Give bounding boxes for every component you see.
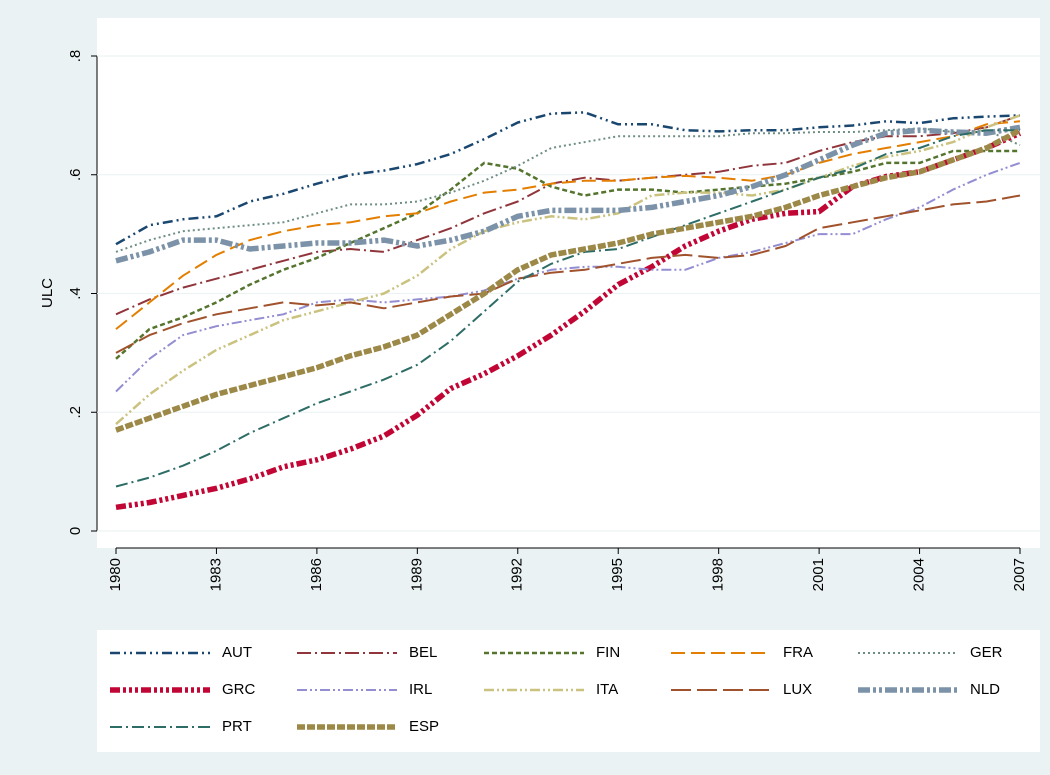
series-line [115, 124, 1021, 264]
legend-label: LUX [783, 681, 812, 698]
x-tick-label: 2004 [911, 558, 928, 591]
y-tick-label: .4 [67, 287, 84, 300]
x-tick-label: 1986 [308, 558, 325, 591]
x-tick-label: 2001 [810, 558, 827, 591]
legend-label: FIN [596, 644, 620, 661]
legend-label: GRC [222, 681, 256, 698]
y-axis-label: ULC [39, 278, 56, 308]
x-tick-label: 2007 [1011, 558, 1028, 591]
x-tick-label: 1998 [710, 558, 727, 591]
legend-label: PRT [222, 718, 252, 735]
legend-label: FRA [783, 644, 813, 661]
series-line [115, 129, 1020, 488]
legend-label: NLD [970, 681, 1000, 698]
legend-label: IRL [409, 681, 432, 698]
x-tick-label: 1995 [609, 558, 626, 591]
series-line [115, 120, 1021, 330]
legend-label: ESP [409, 718, 439, 735]
series-line [115, 161, 1021, 393]
legend-label: ITA [596, 681, 618, 698]
legend-label: GER [970, 644, 1003, 661]
y-tick-label: 0 [67, 527, 84, 535]
x-tick-label: 1980 [107, 558, 124, 591]
legend-box [97, 630, 1040, 752]
y-tick-label: .6 [67, 168, 84, 181]
y-tick-label: .2 [67, 406, 84, 419]
plot-area [97, 18, 1040, 548]
series-line [115, 194, 1021, 354]
legend-label: BEL [409, 644, 437, 661]
series-line [115, 127, 1021, 253]
series-line [115, 111, 1021, 246]
y-tick-label: .8 [67, 50, 84, 63]
x-tick-label: 1992 [509, 558, 526, 591]
series-line [115, 114, 1021, 426]
x-tick-label: 1983 [207, 558, 224, 591]
x-tick-label: 1989 [408, 558, 425, 591]
legend-label: AUT [222, 644, 252, 661]
